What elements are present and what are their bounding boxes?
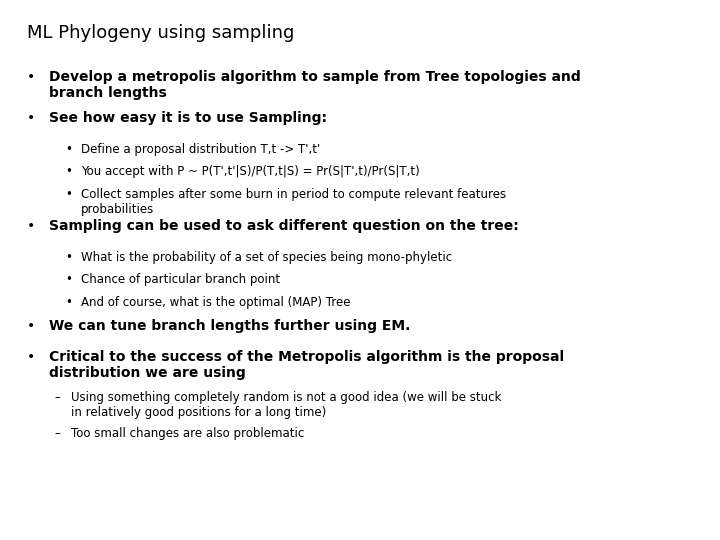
Text: •: • xyxy=(27,350,35,364)
Text: •: • xyxy=(65,188,72,201)
Text: •: • xyxy=(65,296,72,309)
Text: •: • xyxy=(27,70,35,84)
Text: •: • xyxy=(65,143,72,156)
Text: •: • xyxy=(27,111,35,125)
Text: Develop a metropolis algorithm to sample from Tree topologies and
branch lengths: Develop a metropolis algorithm to sample… xyxy=(49,70,581,100)
Text: Sampling can be used to ask different question on the tree:: Sampling can be used to ask different qu… xyxy=(49,219,518,233)
Text: •: • xyxy=(65,165,72,178)
Text: •: • xyxy=(27,219,35,233)
Text: Collect samples after some burn in period to compute relevant features
probabili: Collect samples after some burn in perio… xyxy=(81,188,505,216)
Text: ML Phylogeny using sampling: ML Phylogeny using sampling xyxy=(27,24,294,42)
Text: Define a proposal distribution T,t -> T',t': Define a proposal distribution T,t -> T'… xyxy=(81,143,320,156)
Text: Too small changes are also problematic: Too small changes are also problematic xyxy=(71,427,304,440)
Text: –: – xyxy=(54,427,60,440)
Text: And of course, what is the optimal (MAP) Tree: And of course, what is the optimal (MAP)… xyxy=(81,296,350,309)
Text: •: • xyxy=(27,319,35,333)
Text: •: • xyxy=(65,251,72,264)
Text: –: – xyxy=(54,391,60,404)
Text: Critical to the success of the Metropolis algorithm is the proposal
distribution: Critical to the success of the Metropoli… xyxy=(49,350,564,380)
Text: What is the probability of a set of species being mono-phyletic: What is the probability of a set of spec… xyxy=(81,251,451,264)
Text: •: • xyxy=(65,273,72,286)
Text: We can tune branch lengths further using EM.: We can tune branch lengths further using… xyxy=(49,319,410,333)
Text: Chance of particular branch point: Chance of particular branch point xyxy=(81,273,280,286)
Text: See how easy it is to use Sampling:: See how easy it is to use Sampling: xyxy=(49,111,327,125)
Text: Using something completely random is not a good idea (we will be stuck
in relati: Using something completely random is not… xyxy=(71,391,501,419)
Text: You accept with P ~ P(T',t'|S)/P(T,t|S) = Pr(S|T',t)/Pr(S|T,t): You accept with P ~ P(T',t'|S)/P(T,t|S) … xyxy=(81,165,419,178)
